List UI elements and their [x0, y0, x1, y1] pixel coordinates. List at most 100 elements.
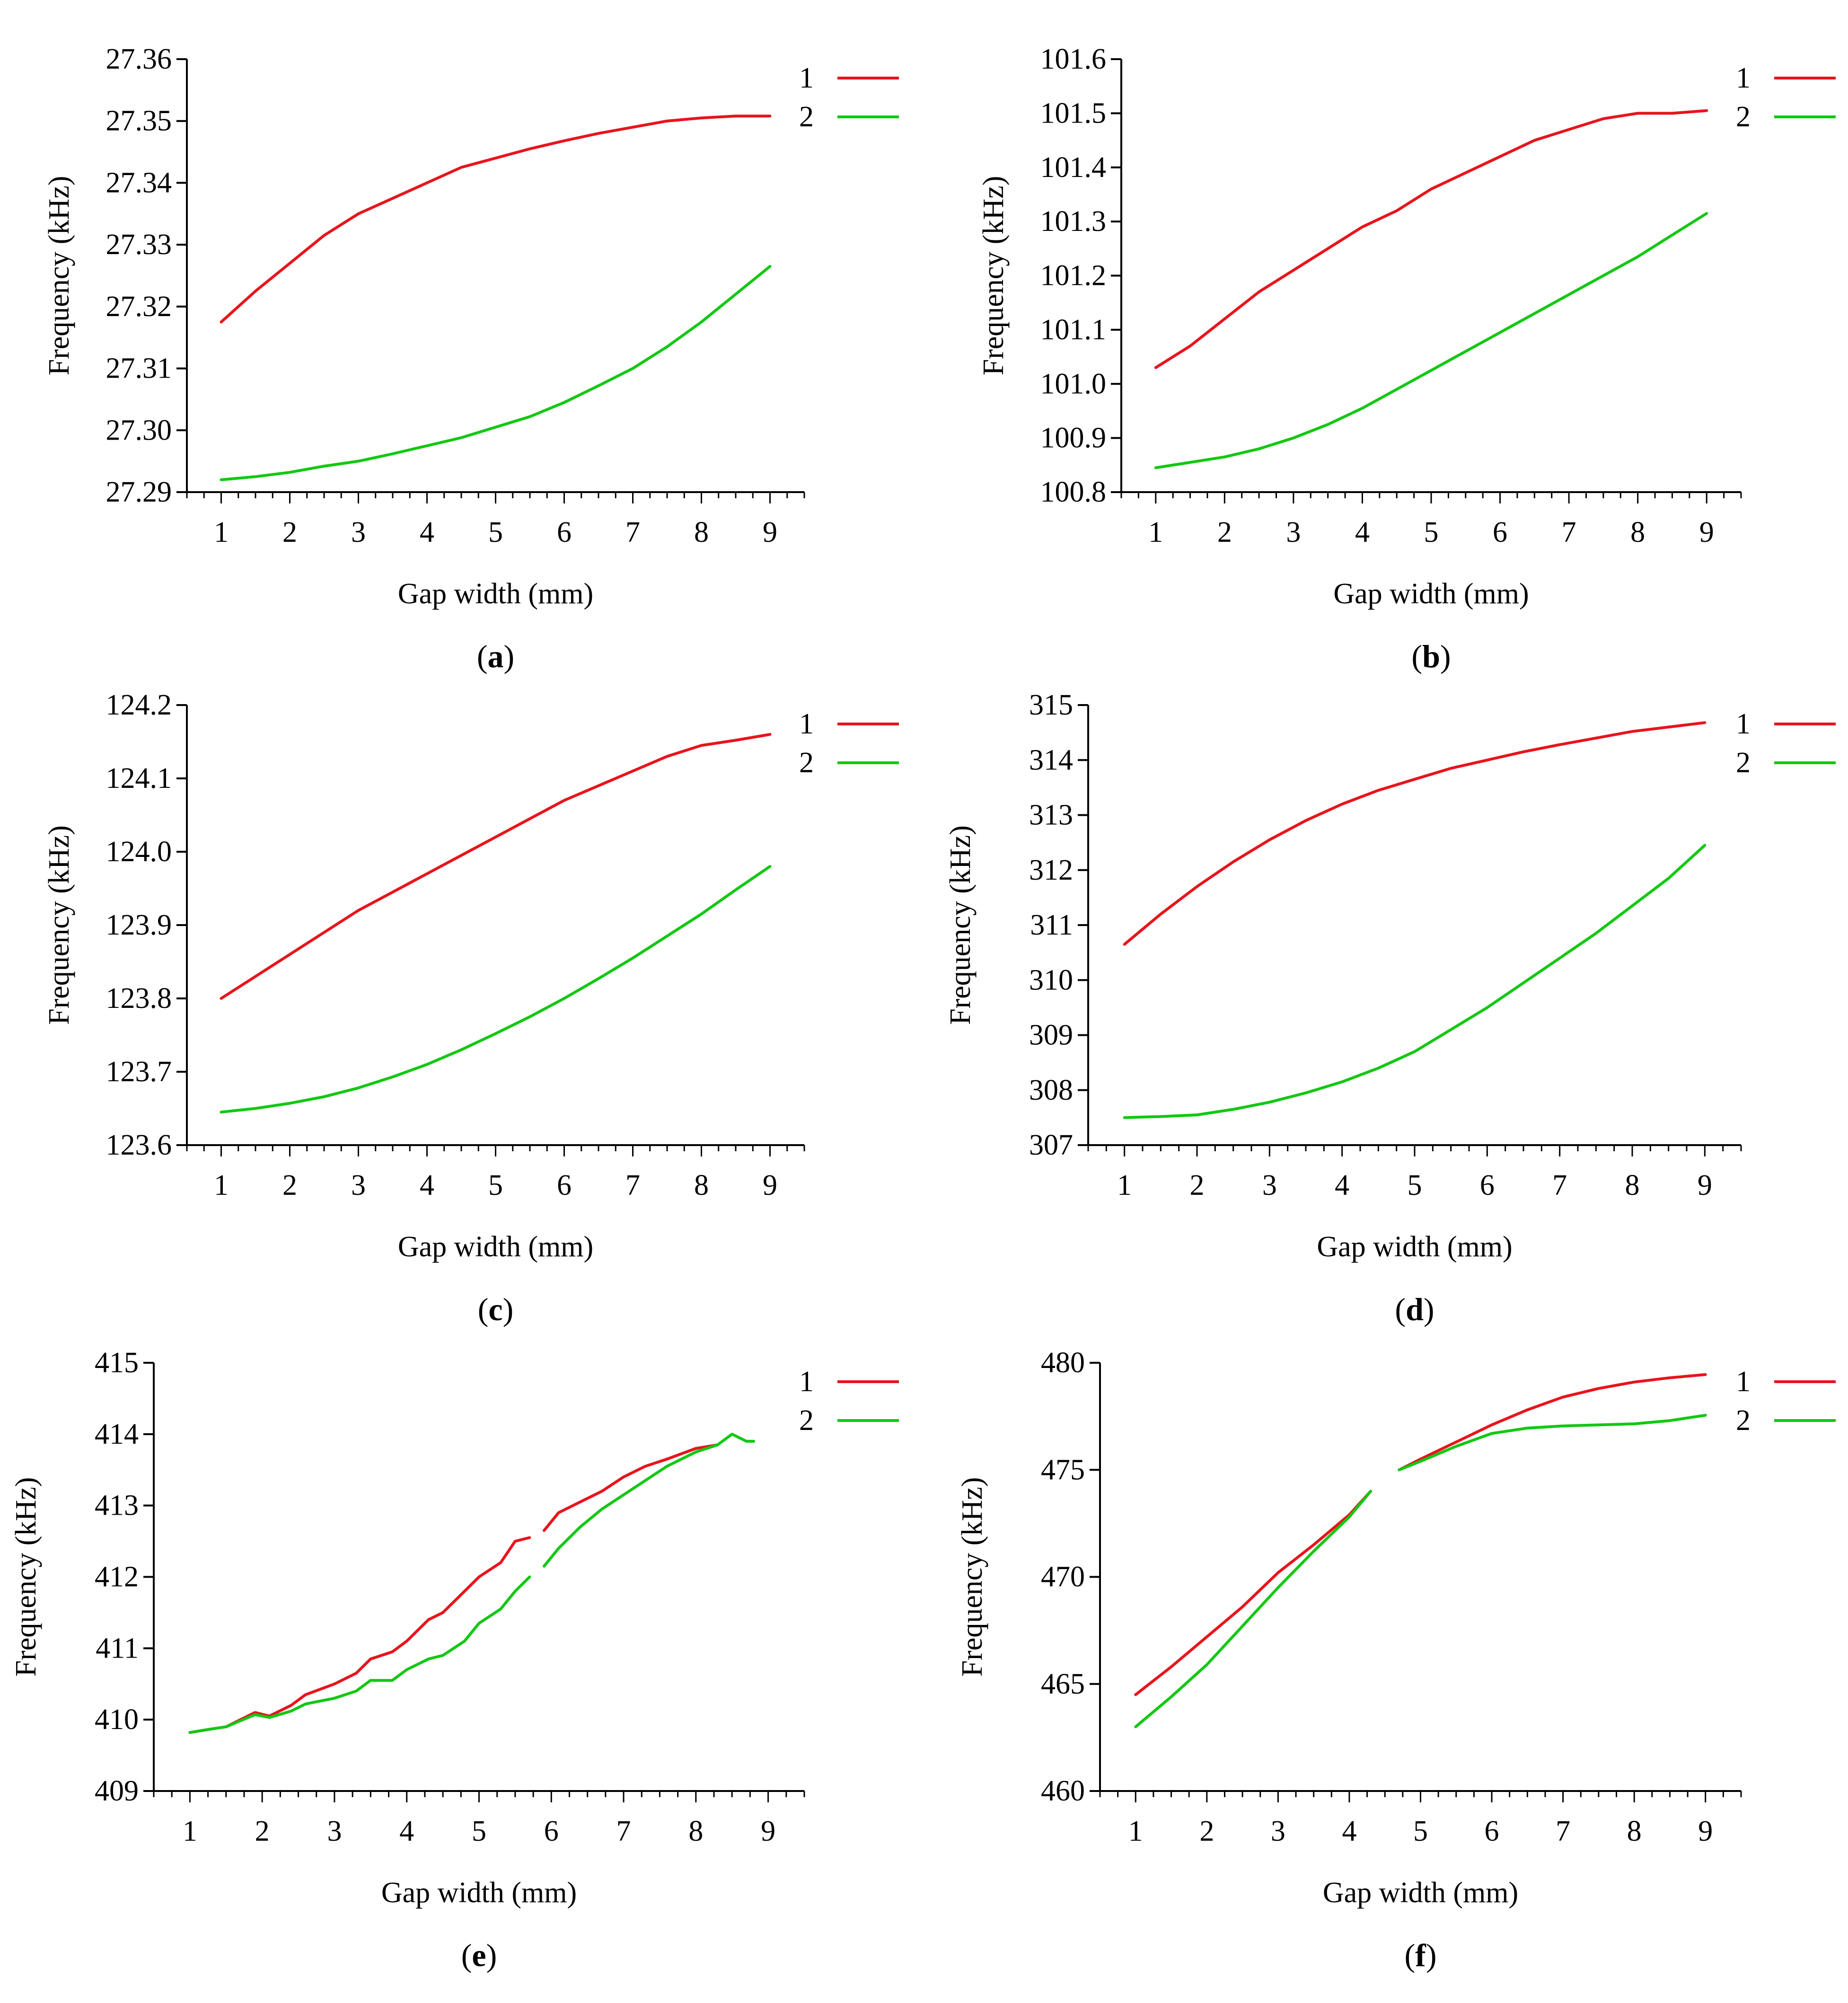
x-tick-label: 4: [420, 516, 434, 548]
series-line-2: [188, 1727, 213, 1734]
y-tick-label: 101.6: [1040, 43, 1107, 75]
y-tick-label: 410: [95, 1703, 139, 1736]
legend-label: 1: [1736, 1366, 1751, 1398]
panel-caption: (a): [477, 638, 514, 674]
series-line-1: [1123, 721, 1707, 946]
y-tick-label: 123.8: [106, 982, 172, 1015]
series-line-2: [220, 865, 772, 1114]
y-tick-label: 311: [1030, 909, 1073, 941]
x-tick-label: 1: [1128, 1815, 1143, 1847]
y-tick-label: 480: [1041, 1347, 1085, 1379]
y-tick-label: 123.6: [106, 1129, 172, 1161]
x-tick-label: 4: [1355, 516, 1370, 548]
x-axis-label: Gap width (mm): [1323, 1877, 1518, 1909]
y-tick-label: 100.9: [1040, 422, 1107, 454]
legend-label: 1: [799, 1366, 814, 1398]
y-tick-label: 101.2: [1040, 260, 1107, 292]
y-tick-label: 310: [1029, 964, 1073, 996]
chart-panel-e: 409 410 411 412 413 414 415 1 2 3 4 5 6 7 8 9 Gap width …: [10, 1347, 899, 1973]
x-tick-label: 3: [327, 1815, 342, 1847]
x-tick-label: 3: [351, 1169, 366, 1201]
x-tick-label: 7: [625, 516, 640, 548]
y-tick-label: 27.35: [106, 105, 172, 137]
y-tick-label: 470: [1041, 1561, 1085, 1593]
legend-label: 1: [799, 708, 814, 740]
x-tick-label: 9: [1698, 1815, 1713, 1847]
y-tick-label: 101.4: [1040, 151, 1107, 184]
series-line-2: [1123, 844, 1707, 1119]
x-tick-label: 4: [420, 1169, 434, 1201]
series-line-1: [543, 1443, 719, 1532]
x-tick-label: 5: [488, 516, 503, 548]
y-tick-label: 27.33: [106, 229, 172, 261]
y-tick-label: 27.34: [106, 167, 172, 199]
panel-caption: (d): [1395, 1291, 1434, 1327]
panel-caption: (e): [461, 1937, 497, 1973]
x-tick-label: 7: [1556, 1815, 1570, 1847]
x-tick-label: 9: [761, 1815, 775, 1847]
y-axis-label: Frequency (kHz): [43, 825, 75, 1025]
legend-label: 1: [1736, 708, 1751, 740]
x-tick-label: 7: [625, 1169, 640, 1201]
x-tick-label: 5: [488, 1169, 503, 1201]
x-tick-label: 8: [694, 1169, 709, 1201]
chart-panel-f: 460 465 470 475 480 1 2 3 4 5 6 7 8 9 Gap width (mm) Fr…: [956, 1347, 1836, 1973]
y-tick-label: 124.1: [106, 762, 172, 794]
x-tick-label: 9: [1699, 516, 1714, 548]
x-tick-label: 1: [214, 516, 229, 548]
x-tick-label: 2: [282, 516, 297, 548]
x-tick-label: 7: [1562, 516, 1576, 548]
y-tick-label: 308: [1029, 1074, 1073, 1106]
x-tick-label: 5: [1408, 1169, 1422, 1201]
x-tick-label: 8: [694, 516, 709, 548]
x-tick-label: 5: [1413, 1815, 1428, 1847]
x-axis-label: Gap width (mm): [398, 1231, 593, 1263]
x-tick-label: 1: [183, 1815, 197, 1847]
panel-caption: (c): [478, 1291, 514, 1327]
y-tick-label: 27.30: [106, 414, 172, 446]
series-line-2: [1154, 212, 1708, 469]
x-axis-label: Gap width (mm): [1333, 578, 1529, 610]
y-tick-label: 460: [1041, 1775, 1085, 1807]
y-tick-label: 412: [95, 1561, 139, 1593]
x-tick-label: 1: [1148, 516, 1163, 548]
chart-panel-d: 307 308 309 310 311 312 313 314 315 1 2 3 4 5 6 7 8 9 Gap …: [944, 689, 1836, 1327]
x-tick-label: 6: [1485, 1815, 1499, 1847]
y-tick-label: 315: [1029, 689, 1073, 721]
x-axis-label: Gap width (mm): [398, 578, 593, 610]
x-tick-label: 4: [399, 1815, 414, 1847]
y-tick-label: 123.9: [106, 909, 172, 941]
x-tick-label: 7: [1552, 1169, 1567, 1201]
y-tick-label: 27.36: [106, 43, 172, 75]
x-tick-label: 2: [1217, 516, 1232, 548]
y-axis-label: Frequency (kHz): [944, 825, 977, 1025]
series-line-2: [1134, 1490, 1373, 1729]
x-tick-label: 6: [544, 1815, 559, 1847]
x-tick-label: 3: [1271, 1815, 1285, 1847]
legend-label: 1: [799, 62, 814, 94]
series-line-2: [210, 1575, 531, 1730]
x-tick-label: 2: [282, 1169, 297, 1201]
legend-label: 2: [1736, 747, 1751, 779]
x-tick-label: 3: [351, 516, 366, 548]
y-tick-label: 409: [95, 1775, 139, 1807]
y-tick-label: 101.3: [1040, 205, 1107, 238]
x-tick-label: 4: [1342, 1815, 1356, 1847]
legend-label: 2: [799, 101, 814, 133]
legend-label: 2: [799, 1404, 814, 1437]
y-tick-label: 27.29: [106, 476, 172, 508]
x-tick-label: 3: [1262, 1169, 1277, 1201]
y-tick-label: 101.0: [1040, 368, 1107, 400]
legend-label: 1: [1736, 62, 1751, 94]
x-axis-label: Gap width (mm): [381, 1877, 577, 1909]
y-tick-label: 100.8: [1040, 476, 1107, 508]
x-tick-label: 3: [1286, 516, 1301, 548]
y-tick-label: 101.1: [1040, 314, 1107, 346]
y-tick-label: 313: [1029, 799, 1073, 831]
x-tick-label: 1: [214, 1169, 229, 1201]
y-axis-label: Frequency (kHz): [10, 1477, 42, 1677]
y-axis-label: Frequency (kHz): [43, 176, 75, 376]
chart-panel-b: 100.8 100.9 101.0 101.1 101.2 101.3 101.4 101.5…: [977, 43, 1836, 674]
series-line-1: [210, 1536, 531, 1730]
